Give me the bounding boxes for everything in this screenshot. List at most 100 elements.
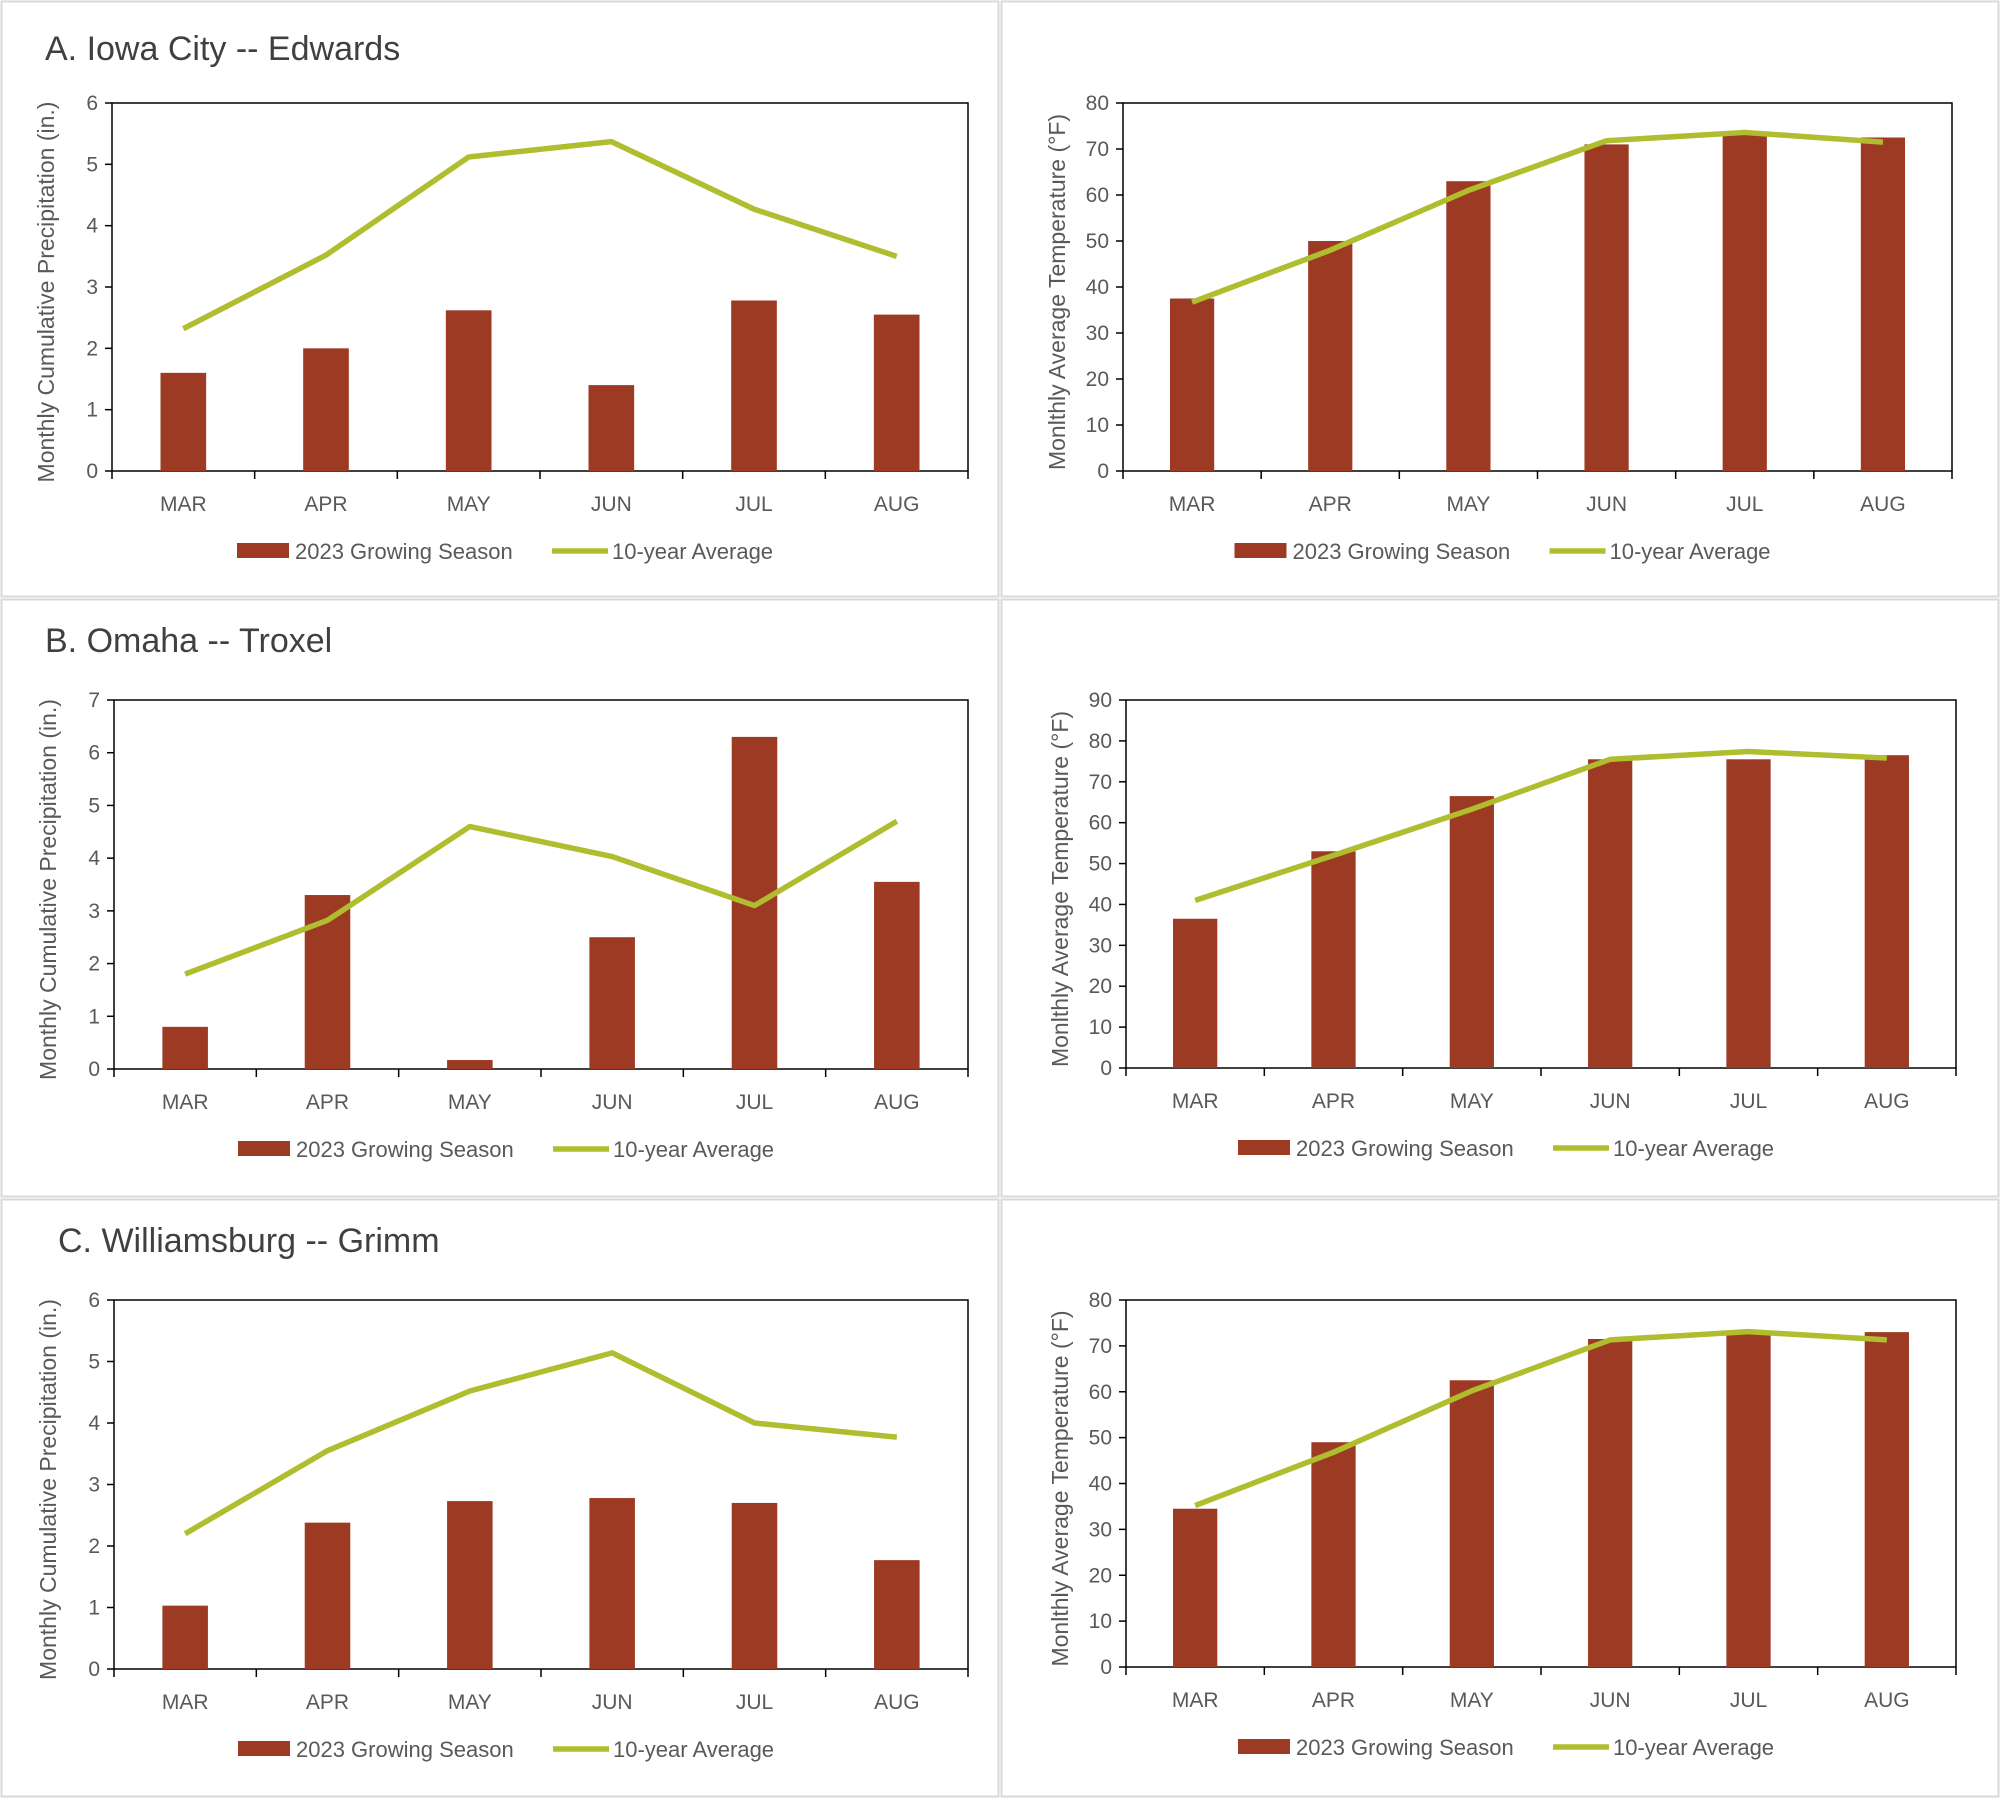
- panel-border: [0, 1198, 1000, 1798]
- y-tick-label: 7: [88, 689, 100, 712]
- legend-bar-label: 2023 Growing Season: [295, 539, 513, 564]
- average-line: [1194, 1328, 1887, 1509]
- legend-line-label: 10-year Average: [613, 1137, 774, 1162]
- x-tick-label: MAR: [1172, 1689, 1219, 1712]
- y-axis-title: Monthly Cumulative Precipitation (in.): [35, 699, 61, 1080]
- bar-may: [445, 310, 492, 471]
- y-tick-label: 6: [88, 742, 100, 765]
- panel-border: [1000, 0, 2000, 598]
- y-axis-title: Monlthly Average Temperature (°F): [1047, 1310, 1073, 1666]
- bar-may: [447, 1501, 493, 1669]
- legend-line-label: 10-year Average: [1613, 1735, 1774, 1760]
- legend: 2023 Growing Season 10-year Average: [1234, 539, 1771, 564]
- y-tick-label: 20: [1089, 975, 1112, 998]
- plot-area: [111, 102, 969, 472]
- y-tick-label: 2: [88, 953, 100, 976]
- y-tick-label: 60: [1086, 184, 1109, 207]
- chart-panel-4: 0 10 20 30 40 50 60 70 80 90 MAR APR MAY JUN JUL AUG Mon…: [1047, 689, 1957, 1161]
- average-line: [184, 818, 899, 977]
- bar-may: [447, 1060, 493, 1069]
- x-tick-label: APR: [306, 1691, 349, 1714]
- x-tick-label: JUN: [1590, 1090, 1631, 1113]
- bar-jun: [1588, 1338, 1633, 1667]
- y-tick-label: 0: [88, 1058, 100, 1081]
- y-tick-label: 0: [88, 1658, 100, 1681]
- legend-bar-swatch: [237, 543, 289, 558]
- y-axis-title: Monlthly Average Temperature (°F): [1047, 711, 1073, 1067]
- legend: 2023 Growing Season 10-year Average: [1238, 1735, 1774, 1760]
- x-tick-label: AUG: [874, 493, 920, 516]
- y-tick-label: 70: [1086, 138, 1109, 161]
- x-tick-label: APR: [304, 493, 347, 516]
- bar-jun: [1588, 759, 1633, 1068]
- x-tick-label: MAY: [447, 493, 491, 516]
- x-tick-label: MAR: [160, 493, 207, 516]
- y-tick-label: 0: [1100, 1057, 1112, 1080]
- y-tick-label: 5: [88, 794, 100, 817]
- legend-line-label: 10-year Average: [1613, 1136, 1774, 1161]
- legend-line-label: 10-year Average: [613, 1737, 774, 1762]
- x-tick-label: JUN: [592, 1091, 633, 1114]
- y-tick-label: 1: [88, 1597, 100, 1620]
- y-tick-label: 20: [1086, 368, 1109, 391]
- bar-aug: [874, 881, 920, 1069]
- legend-bar-swatch: [1238, 1739, 1290, 1754]
- chart-panel-3: B. Omaha -- Troxel 0 1 2 3 4 5 6 7 MAR APR MAY JUN JU…: [35, 622, 969, 1162]
- x-tick-label: JUN: [1590, 1689, 1631, 1712]
- bar-apr: [1311, 851, 1356, 1068]
- average-line: [1191, 129, 1884, 305]
- bar-aug: [1864, 1332, 1909, 1667]
- panel-border: [1000, 598, 2000, 1198]
- bar-aug: [874, 1560, 920, 1669]
- x-tick-label: MAY: [1450, 1090, 1494, 1113]
- chart-panel-5: C. Williamsburg -- Grimm 0 1 2 3 4 5 6 MAR APR MAY…: [35, 1222, 969, 1762]
- y-tick-label: 5: [88, 1351, 100, 1374]
- y-tick-label: 70: [1089, 771, 1112, 794]
- x-tick-label: JUL: [1730, 1689, 1767, 1712]
- y-tick-label: 50: [1086, 230, 1109, 253]
- chart-title: C. Williamsburg -- Grimm: [58, 1222, 440, 1260]
- bar-jul: [1726, 759, 1771, 1068]
- bar-mar: [1169, 298, 1215, 471]
- x-tick-label: APR: [1309, 493, 1352, 516]
- y-tick-label: 40: [1089, 893, 1112, 916]
- y-tick-label: 0: [1097, 460, 1109, 483]
- y-tick-label: 20: [1089, 1564, 1112, 1587]
- y-tick-label: 4: [88, 847, 100, 870]
- legend-bar-swatch: [1234, 543, 1287, 558]
- x-tick-label: MAR: [162, 1691, 209, 1714]
- y-tick-label: 10: [1089, 1016, 1112, 1039]
- bar-aug: [873, 314, 920, 471]
- y-tick-label: 50: [1089, 853, 1112, 876]
- bar-mar: [1173, 918, 1218, 1068]
- plot-area: [113, 1299, 969, 1670]
- y-tick-label: 60: [1089, 1381, 1112, 1404]
- x-tick-label: MAR: [162, 1091, 209, 1114]
- legend: 2023 Growing Season 10-year Average: [238, 1137, 774, 1162]
- legend: 2023 Growing Season 10-year Average: [238, 1737, 774, 1762]
- bar-may: [1449, 1380, 1494, 1667]
- x-tick-label: AUG: [1864, 1689, 1910, 1712]
- y-tick-label: 1: [86, 399, 98, 422]
- bar-apr: [304, 1522, 351, 1669]
- y-tick-label: 5: [86, 153, 98, 176]
- x-tick-label: APR: [1312, 1689, 1355, 1712]
- legend-bar-swatch: [238, 1141, 290, 1156]
- panel-border: [0, 0, 1000, 598]
- x-tick-label: MAR: [1172, 1090, 1219, 1113]
- bar-apr: [1308, 241, 1353, 471]
- y-tick-label: 10: [1086, 414, 1109, 437]
- chart-panel-2: 0 10 20 30 40 50 60 70 80 MAR APR MAY JUN JUL AUG Monlt…: [1044, 92, 1953, 564]
- legend-bar-label: 2023 Growing Season: [296, 1737, 514, 1762]
- plot-area: [1122, 102, 1953, 472]
- y-tick-label: 90: [1089, 689, 1112, 712]
- chart-title: A. Iowa City -- Edwards: [45, 30, 400, 68]
- bar-may: [1446, 181, 1491, 471]
- y-tick-label: 60: [1089, 812, 1112, 835]
- x-tick-label: JUN: [1586, 493, 1627, 516]
- y-tick-label: 30: [1089, 1518, 1112, 1541]
- y-tick-label: 0: [86, 460, 98, 483]
- y-tick-label: 40: [1089, 1473, 1112, 1496]
- legend-line-label: 10-year Average: [612, 539, 773, 564]
- y-tick-label: 50: [1089, 1427, 1112, 1450]
